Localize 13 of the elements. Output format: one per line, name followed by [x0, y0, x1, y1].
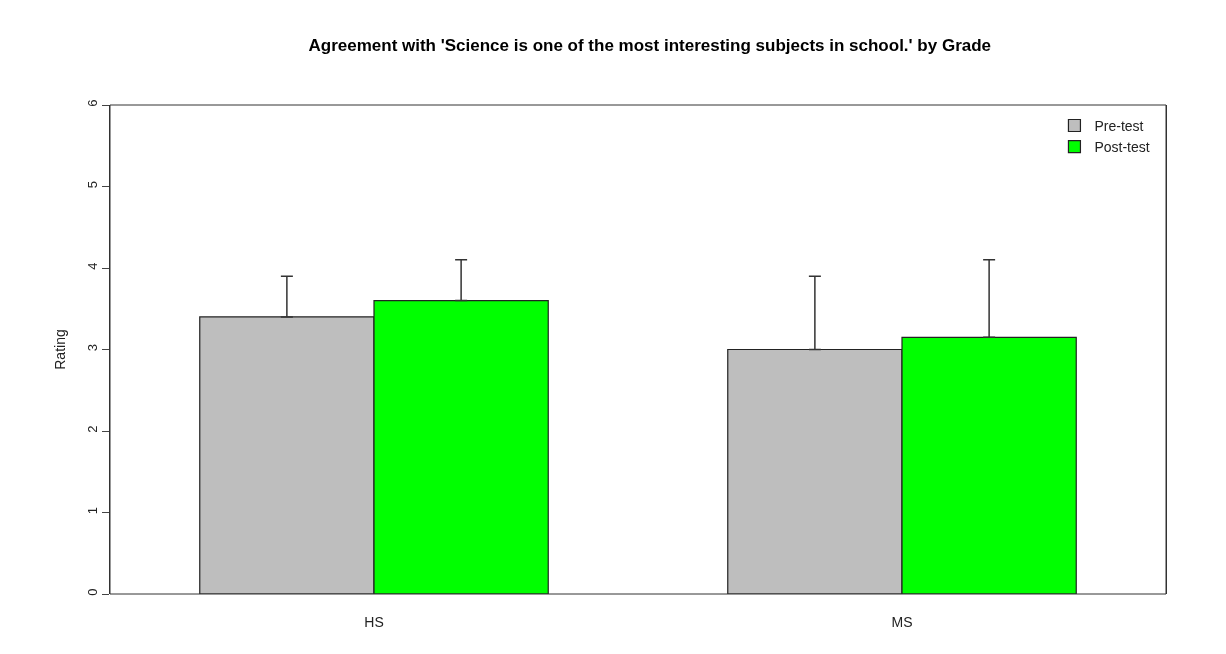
y-tick-label: 2	[84, 425, 100, 433]
y-tick-label: 3	[84, 343, 100, 352]
y-axis-title: Rating	[52, 329, 69, 370]
x-tick-label: HS	[364, 614, 384, 630]
legend-label: Pre-test	[1094, 117, 1144, 134]
legend-label: Post-test	[1094, 139, 1150, 156]
y-tick-label: 1	[84, 506, 100, 515]
y-tick-label: 0	[84, 588, 100, 596]
y-tick-label: 6	[84, 99, 100, 107]
y-tick-label: 4	[84, 262, 100, 270]
y-tick-label: 5	[84, 180, 100, 189]
x-tick-label: MS	[891, 614, 913, 630]
chart-title: Agreement with 'Science is one of the most interesting subjects in school.' by Grade	[308, 36, 992, 56]
